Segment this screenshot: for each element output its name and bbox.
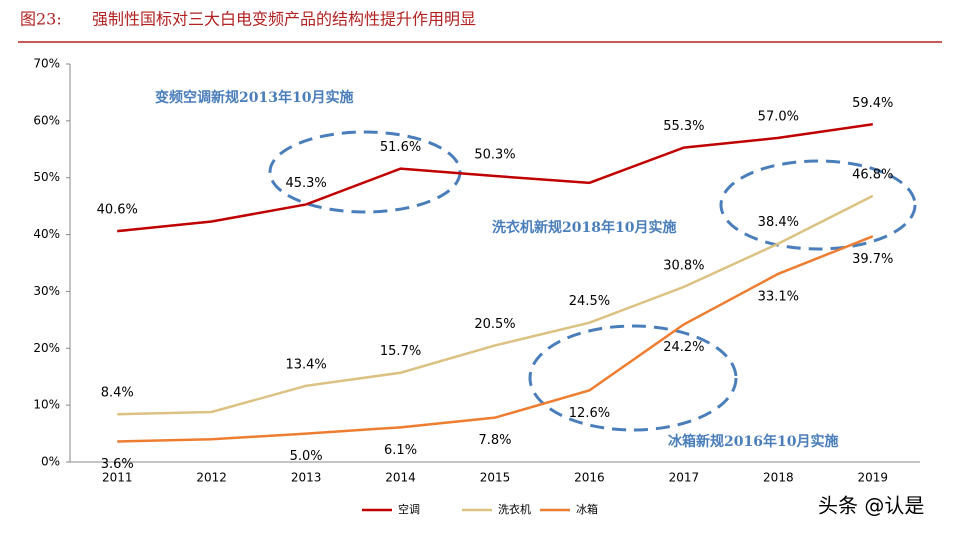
y-tick-label: 70%: [33, 57, 60, 71]
data-label: 15.7%: [380, 344, 421, 359]
series-line: [117, 194, 874, 416]
highlight-ellipse: [719, 159, 917, 251]
legend-label: 洗衣机: [498, 502, 531, 516]
data-label: 20.5%: [474, 317, 515, 332]
data-label: 30.8%: [663, 258, 704, 273]
data-label: 45.3%: [285, 176, 326, 191]
data-label: 8.4%: [101, 386, 134, 401]
y-tick-label: 10%: [33, 398, 60, 412]
data-label: 59.4%: [852, 96, 893, 111]
data-label: 51.6%: [380, 140, 421, 155]
x-tick-label: 2012: [196, 471, 227, 485]
x-tick-label: 2016: [574, 471, 605, 485]
highlight-ellipse: [528, 324, 738, 432]
y-tick-label: 40%: [33, 227, 60, 241]
data-label: 38.4%: [758, 215, 799, 230]
x-tick-label: 2019: [858, 471, 889, 485]
y-tick-label: 50%: [33, 170, 60, 184]
data-label: 5.0%: [290, 449, 323, 464]
annotation: 变频空调新规2013年10月实施: [155, 89, 353, 106]
watermark: 头条 @认是: [818, 494, 924, 518]
annotation: 冰箱新规2016年10月实施: [668, 433, 838, 450]
series-line: [117, 123, 873, 233]
figure-label: 图23:: [20, 10, 62, 29]
x-tick-label: 2018: [763, 471, 794, 485]
data-label: 24.2%: [663, 340, 704, 355]
data-label: 46.8%: [852, 167, 893, 182]
y-tick-label: 60%: [33, 113, 60, 127]
x-tick-label: 2017: [669, 471, 700, 485]
annotation: 洗衣机新规2018年10月实施: [492, 219, 676, 236]
data-label: 13.4%: [285, 357, 326, 372]
data-label: 57.0%: [758, 109, 799, 124]
data-label: 33.1%: [758, 289, 799, 304]
y-tick-label: 20%: [33, 341, 60, 355]
x-tick-label: 2015: [480, 471, 511, 485]
data-label: 55.3%: [663, 119, 704, 134]
data-label: 12.6%: [569, 406, 610, 421]
data-label: 7.8%: [478, 433, 511, 448]
chart-title: 强制性国标对三大白电变频产品的结构性提升作用明显: [92, 10, 476, 29]
data-label: 40.6%: [97, 203, 138, 218]
y-tick-label: 0%: [41, 455, 60, 469]
x-tick-label: 2013: [291, 471, 322, 485]
data-label: 3.6%: [101, 457, 134, 472]
legend-label: 冰箱: [576, 502, 598, 516]
highlight-ellipse: [268, 130, 462, 214]
y-tick-label: 30%: [33, 284, 60, 298]
series-line: [117, 235, 874, 443]
legend-label: 空调: [398, 502, 420, 516]
x-tick-label: 2014: [385, 471, 416, 485]
data-label: 50.3%: [474, 148, 515, 163]
data-label: 39.7%: [852, 252, 893, 267]
data-label: 6.1%: [384, 443, 417, 458]
x-tick-label: 2011: [102, 471, 133, 485]
data-label: 24.5%: [569, 294, 610, 309]
